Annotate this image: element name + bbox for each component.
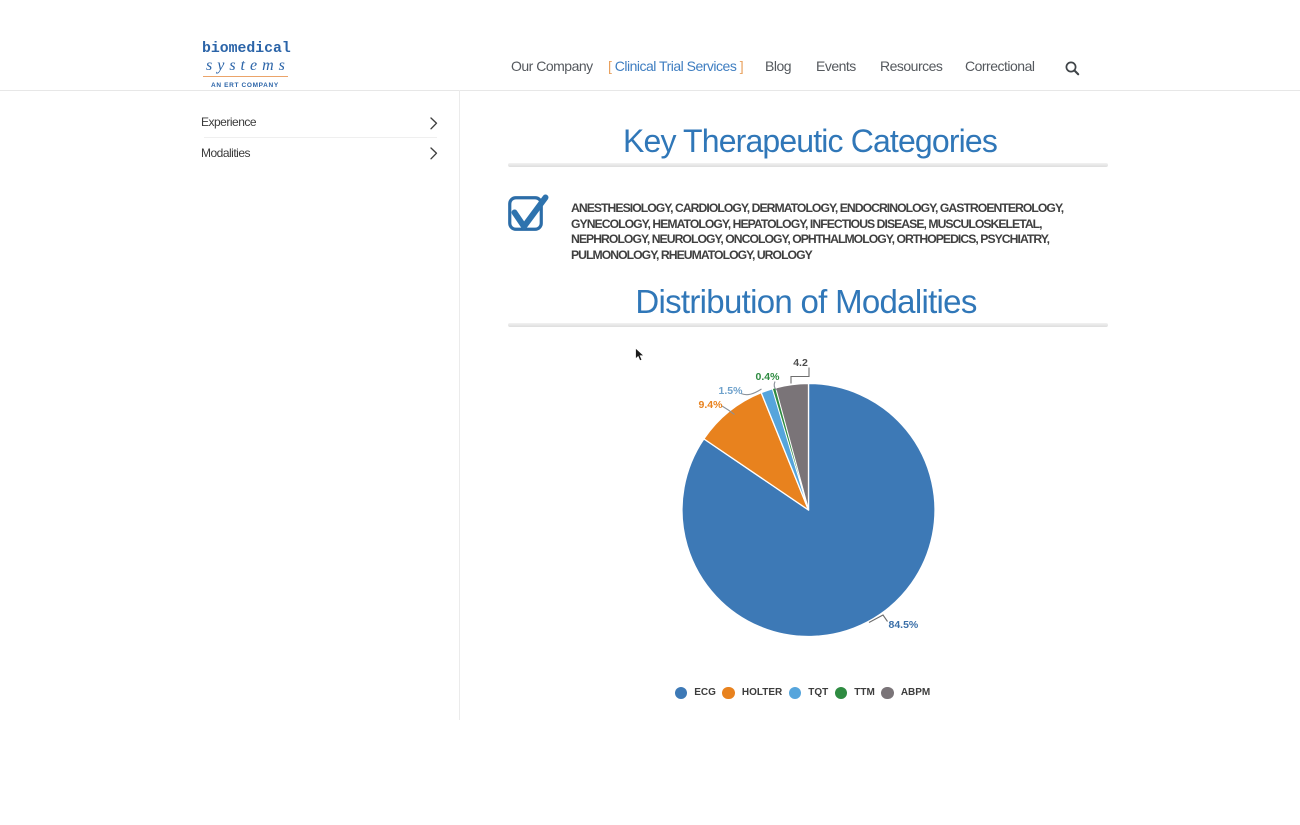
svg-text:4.2: 4.2 [793, 357, 808, 369]
svg-text:1.5%: 1.5% [719, 385, 744, 397]
svg-text:0.4%: 0.4% [756, 371, 781, 383]
svg-text:9.4%: 9.4% [699, 399, 724, 411]
svg-text:84.5%: 84.5% [889, 619, 919, 631]
